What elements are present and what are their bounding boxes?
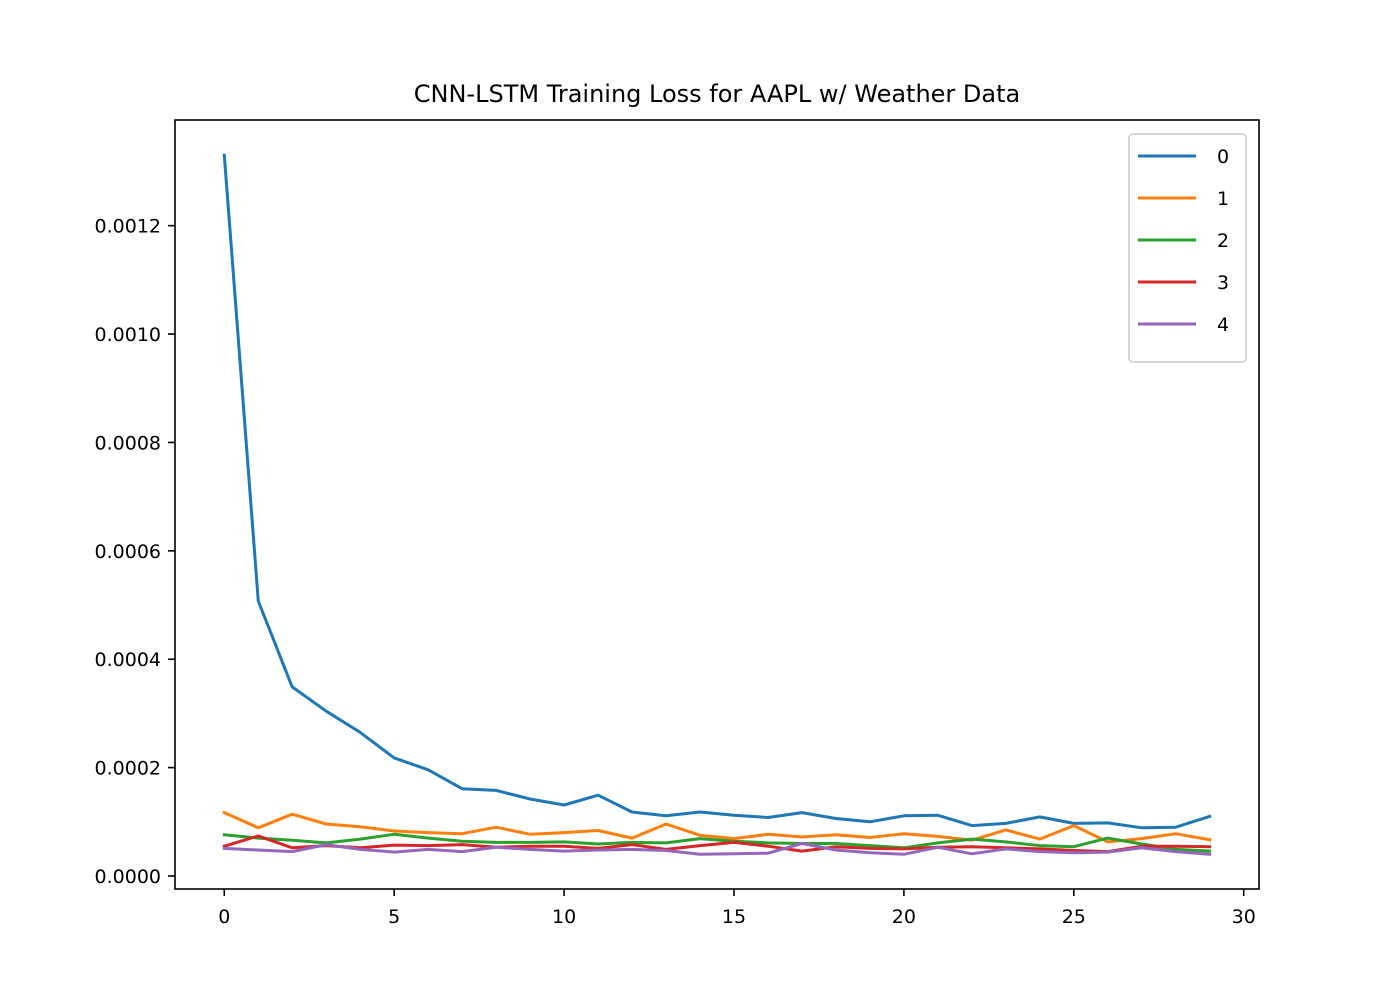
legend-label-1: 1 bbox=[1217, 188, 1229, 210]
y-tick-label: 0.0000 bbox=[95, 866, 161, 888]
legend: 0 1 2 3 4 bbox=[1128, 133, 1247, 363]
y-tick-label: 0.0002 bbox=[95, 758, 161, 780]
series-line-0 bbox=[222, 153, 1212, 830]
plot-frame bbox=[174, 119, 1260, 890]
x-tick-label: 25 bbox=[1062, 906, 1086, 928]
legend-label-2: 2 bbox=[1217, 230, 1229, 252]
y-tick-label: 0.0008 bbox=[95, 432, 161, 454]
y-tick-label: 0.0006 bbox=[95, 541, 161, 563]
legend-label-4: 4 bbox=[1217, 314, 1229, 336]
chart-title: CNN-LSTM Training Loss for AAPL w/ Weath… bbox=[414, 80, 1020, 108]
series-layer bbox=[222, 153, 1212, 856]
series-line-4 bbox=[222, 842, 1212, 856]
x-tick-label: 5 bbox=[388, 906, 400, 928]
legend-label-3: 3 bbox=[1217, 272, 1229, 294]
legend-label-0: 0 bbox=[1217, 146, 1229, 168]
series-line-2 bbox=[222, 832, 1212, 853]
y-tick-label: 0.0004 bbox=[95, 649, 161, 671]
legend-box bbox=[1128, 133, 1247, 363]
axes-layer: 0 5 10 15 20 25 300.00000.00020.00040.00060.00… bbox=[95, 119, 1260, 928]
x-tick-label: 20 bbox=[892, 906, 916, 928]
x-tick-label: 15 bbox=[722, 906, 746, 928]
series-line-3 bbox=[222, 834, 1212, 854]
y-tick-label: 0.0012 bbox=[95, 216, 161, 238]
series-line-1 bbox=[222, 810, 1212, 844]
x-tick-label: 10 bbox=[552, 906, 576, 928]
y-tick-label: 0.0010 bbox=[95, 324, 161, 346]
x-tick-label: 0 bbox=[218, 906, 230, 928]
x-tick-label: 30 bbox=[1232, 906, 1256, 928]
